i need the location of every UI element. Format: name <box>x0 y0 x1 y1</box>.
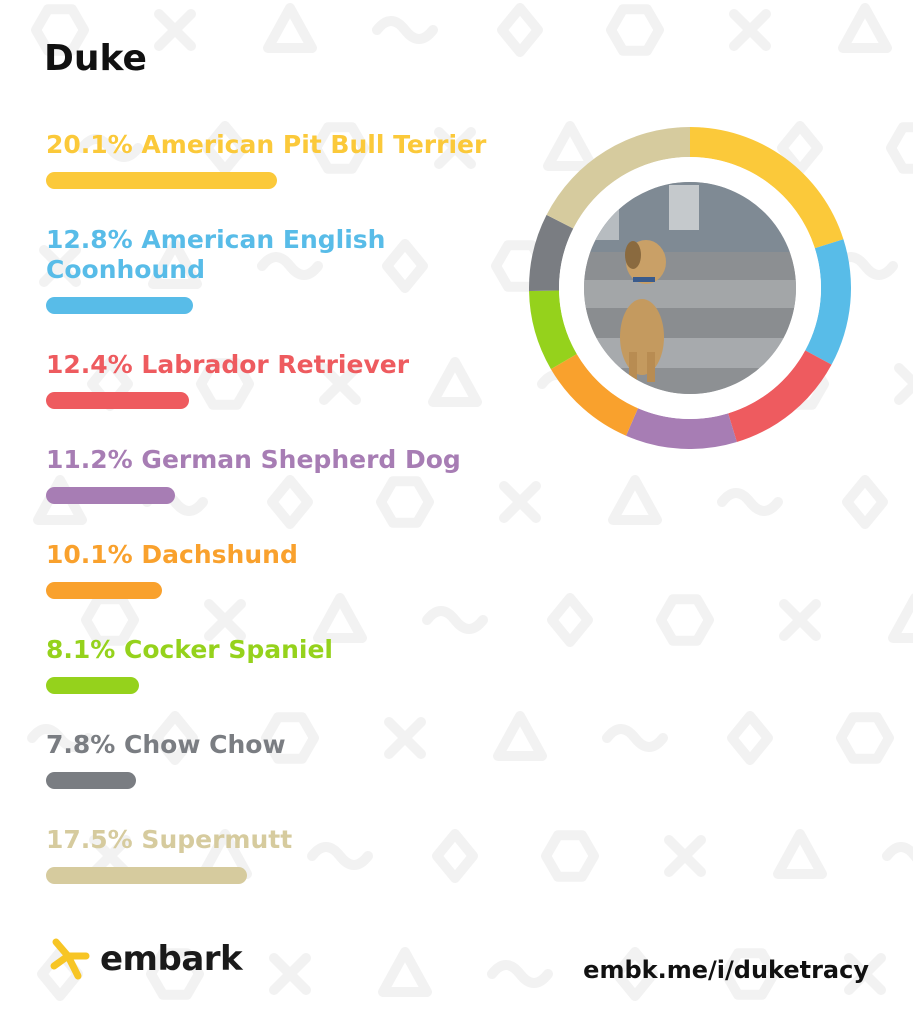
background-shape <box>842 475 888 529</box>
background-shape <box>717 488 783 516</box>
background-shape <box>543 121 597 171</box>
background-shape <box>888 593 913 643</box>
background-shape <box>838 3 892 53</box>
background-shape <box>836 712 894 764</box>
donut-segment <box>626 408 737 449</box>
background-shape <box>487 960 553 988</box>
background-shape <box>729 9 771 51</box>
background-shape <box>499 481 541 523</box>
background-shape <box>81 594 139 646</box>
background-shape <box>146 948 204 1000</box>
background-shape <box>152 711 198 765</box>
breed-item: 12.8% American English Coonhound <box>46 225 506 314</box>
background-shape <box>378 947 432 997</box>
background-shape <box>779 599 821 641</box>
background-shape <box>721 948 779 1000</box>
breed-item: 8.1% Cocker Spaniel <box>46 635 506 694</box>
breed-label: 11.2% German Shepherd Dog <box>46 445 461 474</box>
background-shape <box>606 4 664 56</box>
background-shape <box>204 599 246 641</box>
share-link[interactable]: embk.me/i/duketracy <box>583 956 869 984</box>
background-shape <box>89 835 131 877</box>
donut-segment <box>728 350 832 443</box>
breed-item: 11.2% German Shepherd Dog <box>46 445 506 504</box>
background-shape <box>311 122 369 174</box>
background-shape <box>493 711 547 761</box>
background-shape <box>844 953 886 995</box>
background-shape <box>773 829 827 879</box>
breed-bar <box>46 772 136 789</box>
breed-bar <box>46 392 189 409</box>
background-shape <box>257 252 323 280</box>
breed-label: 20.1% American Pit Bull Terrier <box>46 130 487 159</box>
background-shape <box>39 245 81 287</box>
background-shape <box>263 3 317 53</box>
background-shape <box>307 842 373 870</box>
background-shape <box>154 9 196 51</box>
background-shape <box>882 842 913 862</box>
background-shape <box>382 239 428 293</box>
background-shape <box>656 594 714 646</box>
breed-bar <box>46 867 247 884</box>
breed-item: 12.4% Labrador Retriever <box>46 350 506 409</box>
background-shape <box>27 724 93 752</box>
background-shape <box>547 593 593 647</box>
breed-bar <box>46 487 175 504</box>
breed-item: 10.1% Dachshund <box>46 540 506 599</box>
background-shape <box>319 363 361 405</box>
background-shape <box>608 475 662 525</box>
donut-segment <box>546 127 690 229</box>
background-shape <box>727 711 773 765</box>
dog-name-title: Duke <box>44 38 147 79</box>
breed-label: 7.8% Chow Chow <box>46 730 286 759</box>
dog-photo <box>584 182 796 394</box>
background-shape <box>384 717 426 759</box>
background-shape <box>376 476 434 528</box>
background-shape <box>372 16 438 44</box>
donut-segment <box>529 290 577 370</box>
background-shape <box>428 357 482 407</box>
breed-label: 10.1% Dachshund <box>46 540 298 569</box>
background-shape <box>541 830 599 882</box>
breed-label: 8.1% Cocker Spaniel <box>46 635 333 664</box>
breed-donut-chart <box>529 127 851 449</box>
breed-label: 12.8% American English Coonhound <box>46 225 386 284</box>
breed-bar <box>46 172 277 189</box>
background-shape <box>196 358 254 410</box>
background-shape <box>269 953 311 995</box>
donut-segment <box>690 127 844 249</box>
donut-segment <box>805 239 851 365</box>
background-shape <box>602 724 668 752</box>
background-shape <box>497 3 543 57</box>
embark-wordmark: embark <box>100 939 243 979</box>
breed-bar <box>46 582 162 599</box>
background-shape <box>664 835 706 877</box>
embark-logo: embark <box>46 934 243 984</box>
background-shape <box>777 121 823 175</box>
background-shape <box>267 475 313 529</box>
background-shape <box>261 712 319 764</box>
breed-bar <box>46 297 193 314</box>
breed-bar <box>46 677 139 694</box>
background-shape <box>313 593 367 643</box>
background-shape <box>612 947 658 1001</box>
background-shape <box>894 363 913 405</box>
breed-item: 17.5% Supermutt <box>46 825 506 884</box>
embark-logo-icon <box>50 938 90 980</box>
breed-label: 12.4% Labrador Retriever <box>46 350 410 379</box>
breed-item: 20.1% American Pit Bull Terrier <box>46 130 506 189</box>
background-shape <box>434 127 476 169</box>
donut-segment <box>550 353 638 436</box>
background-shape <box>148 239 202 289</box>
breed-item: 7.8% Chow Chow <box>46 730 506 789</box>
background-shape <box>202 121 248 175</box>
background-shape <box>31 4 89 56</box>
breed-label: 17.5% Supermutt <box>46 825 293 854</box>
donut-segment <box>529 214 574 292</box>
background-shape <box>886 122 913 174</box>
background-shape <box>432 829 478 883</box>
background-shape <box>422 606 488 634</box>
background-shape <box>77 134 143 162</box>
